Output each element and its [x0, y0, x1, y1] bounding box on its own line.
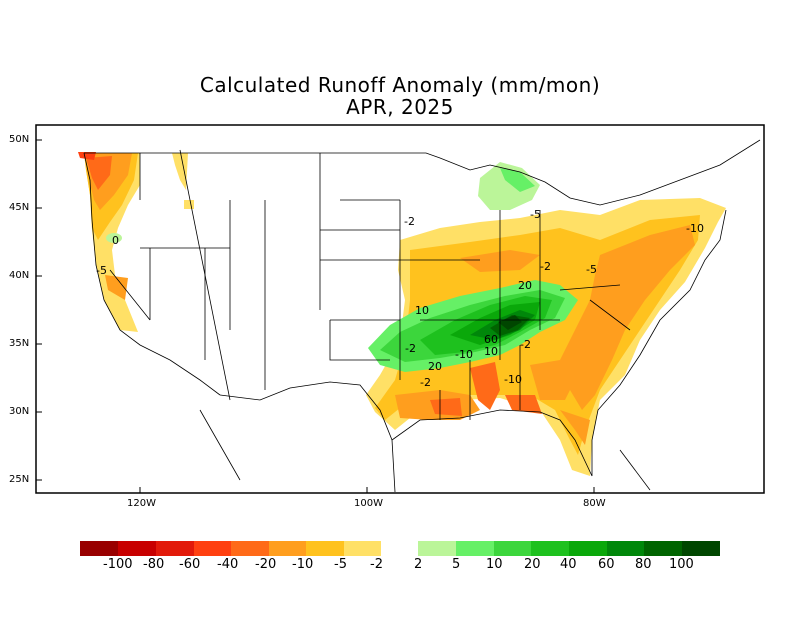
colorbar-label: -80 [143, 557, 165, 572]
colorbar-label: -10 [292, 557, 314, 572]
boundary-lines [83, 139, 761, 493]
contour-label: -5 [96, 264, 107, 277]
colorbar-swatch-neg-2 [344, 541, 381, 556]
contour-label: -2 [404, 215, 415, 228]
colorbar-swatch-pos-40 [569, 541, 607, 556]
colorbar-swatch-pos-2 [418, 541, 456, 556]
contour-label: 20 [518, 279, 532, 292]
colorbar-label: 2 [414, 557, 423, 572]
colorbar-label: -20 [255, 557, 277, 572]
colorbar-swatch-pos-60 [607, 541, 644, 556]
colorbar-label: 80 [635, 557, 652, 572]
contour-label: 20 [428, 360, 442, 373]
colorbar-label: 60 [598, 557, 615, 572]
lat-label-30n: 30N [9, 406, 30, 417]
colorbar-label: -100 [103, 557, 133, 572]
contour-label: -5 [586, 263, 597, 276]
lat-label-35n: 35N [9, 338, 30, 349]
colorbar-swatch-neg-40 [194, 541, 231, 556]
lon-label-120w: 120W [127, 498, 156, 509]
colorbar-label: -5 [334, 557, 347, 572]
colorbar [80, 541, 720, 556]
ohio-valley-wet-anomaly [368, 280, 578, 372]
colorbar-label: 100 [669, 557, 694, 572]
colorbar-label: 5 [452, 557, 461, 572]
lat-label-45n: 45N [9, 202, 30, 213]
contour-labels: -2 -5 -10 -5 -5 -2 -2 -10 10 20 20 60 10… [96, 208, 704, 389]
colorbar-swatch-pos-100 [682, 541, 720, 556]
colorbar-swatch-pos-20 [531, 541, 569, 556]
colorbar-label: 10 [486, 557, 503, 572]
pacific-northwest-anomaly [78, 152, 194, 332]
contour-label: -10 [686, 222, 704, 235]
colorbar-swatch-pos-5 [456, 541, 494, 556]
map-title: Calculated Runoff Anomaly (mm/mon) [199, 73, 601, 97]
map-subtitle: APR, 2025 [346, 95, 454, 119]
contour-label: 60 [484, 333, 498, 346]
colorbar-label: -60 [179, 557, 201, 572]
lon-label-100w: 100W [354, 498, 383, 509]
contour-label: 10 [484, 345, 498, 358]
lon-label-80w: 80W [583, 498, 606, 509]
contour-label: 10 [415, 304, 429, 317]
colorbar-label: 20 [524, 557, 541, 572]
contour-label: -2 [540, 260, 551, 273]
contour-label: -10 [455, 348, 473, 361]
lat-label-40n: 40N [9, 270, 30, 281]
colorbar-swatch-neg-20 [231, 541, 269, 556]
contour-label: -2 [405, 342, 416, 355]
axis-ticks [36, 139, 595, 493]
colorbar-swatch-pos-80 [644, 541, 682, 556]
eastern-dry-anomaly [366, 198, 726, 476]
colorbar-swatch-neg-60 [156, 541, 194, 556]
colorbar-swatch-neg-80 [118, 541, 156, 556]
contour-label: -10 [504, 373, 522, 386]
contour-label: 0 [112, 234, 119, 247]
colorbar-label: -2 [370, 557, 383, 572]
colorbar-swatch-neg-100 [80, 541, 118, 556]
contour-label: -5 [530, 208, 541, 221]
contour-label: -2 [520, 338, 531, 351]
colorbar-swatch-neg-10 [269, 541, 306, 556]
lat-label-25n: 25N [9, 474, 30, 485]
colorbar-label: 40 [560, 557, 577, 572]
contour-label: -2 [420, 376, 431, 389]
colorbar-swatch-pos-10 [494, 541, 531, 556]
colorbar-label: -40 [217, 557, 239, 572]
lat-label-50n: 50N [9, 134, 30, 145]
colorbar-swatch-neg-5 [306, 541, 344, 556]
